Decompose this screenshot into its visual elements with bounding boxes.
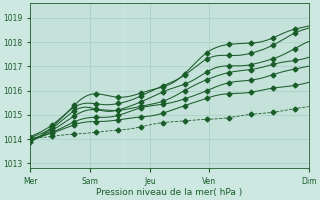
X-axis label: Pression niveau de la mer( hPa ): Pression niveau de la mer( hPa ) (96, 188, 243, 197)
